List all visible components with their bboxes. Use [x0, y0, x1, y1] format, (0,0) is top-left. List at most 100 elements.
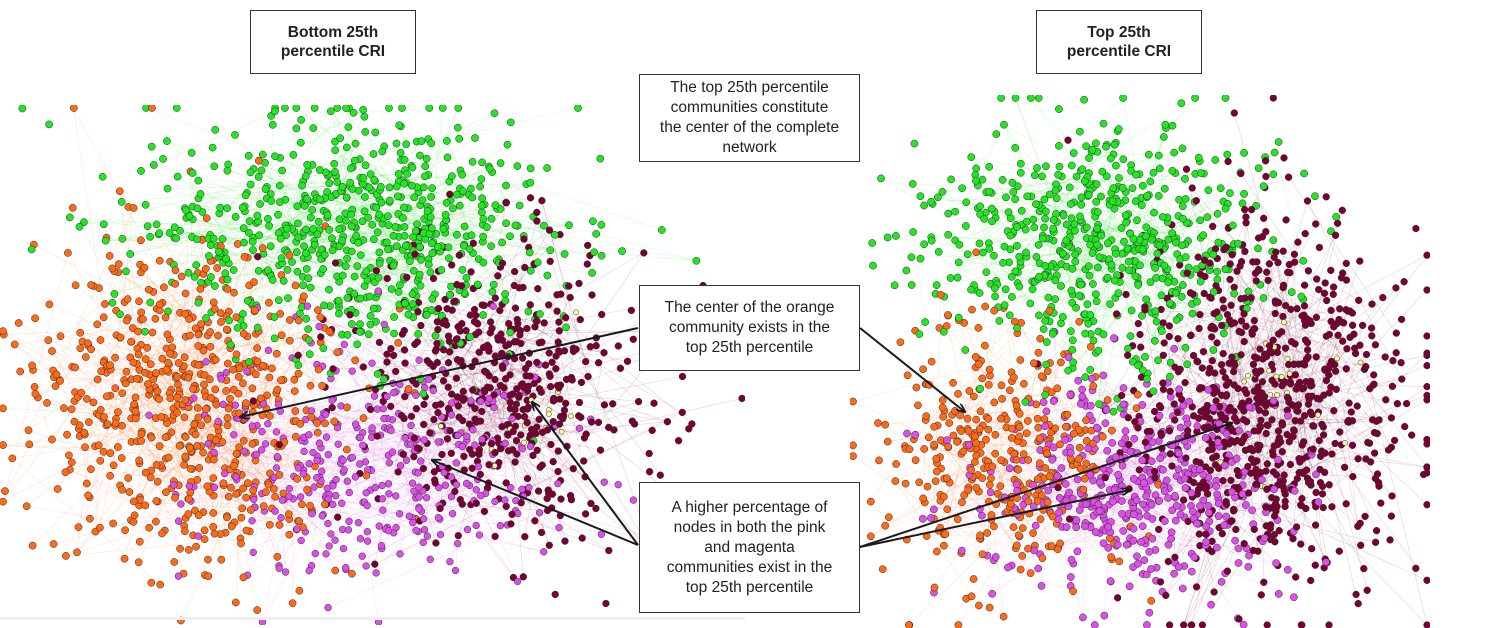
left-node [223, 275, 232, 284]
left-node [137, 308, 146, 317]
right-edge [1148, 195, 1168, 270]
right-edge [1183, 586, 1197, 626]
left-node [349, 108, 358, 117]
left-node [265, 520, 274, 529]
left-node [152, 497, 161, 505]
left-edge [136, 372, 146, 442]
right-edge [986, 176, 1088, 193]
left-node [129, 204, 138, 212]
right-node [1327, 306, 1335, 315]
right-node [1264, 421, 1272, 430]
left-node [453, 280, 461, 289]
left-node [161, 313, 170, 322]
left-edge [339, 255, 408, 264]
left-edge [347, 190, 359, 299]
left-node [77, 388, 86, 397]
left-node [562, 399, 570, 408]
left-edge [124, 379, 196, 435]
left-node [344, 526, 353, 534]
left-edge [28, 207, 134, 431]
left-edge [14, 317, 193, 345]
left-edge [296, 107, 415, 198]
left-node [156, 580, 165, 589]
left-node [25, 440, 34, 449]
left-edge [305, 229, 405, 280]
left-edge [210, 234, 342, 244]
left-node [663, 418, 672, 426]
left-node [447, 399, 456, 407]
left-node [194, 361, 203, 369]
left-node [361, 161, 370, 170]
right-node [985, 497, 993, 506]
right-node [933, 547, 941, 556]
left-node [629, 335, 637, 343]
left-node [629, 496, 638, 504]
left-node [467, 231, 476, 240]
right-edge [1289, 381, 1311, 451]
left-node [302, 314, 310, 323]
right-node [1287, 288, 1296, 297]
left-node [282, 224, 291, 233]
left-node [377, 541, 386, 550]
left-node [266, 242, 275, 251]
left-node [400, 155, 409, 164]
left-node [146, 473, 155, 482]
left-node [468, 193, 477, 202]
left-node [210, 305, 219, 313]
left-node [114, 260, 123, 268]
left-node [557, 495, 565, 503]
left-node [302, 249, 310, 257]
left-edge [135, 397, 162, 418]
left-node [389, 351, 398, 360]
left-node [106, 471, 114, 480]
left-node [575, 412, 583, 420]
left-node [261, 185, 270, 193]
left-node [153, 477, 162, 486]
left-node [158, 354, 167, 363]
left-node [250, 278, 258, 286]
left-node [445, 337, 453, 345]
left-node [526, 301, 534, 309]
left-node [399, 214, 407, 222]
left-node [600, 401, 609, 409]
left-node [562, 323, 570, 332]
right-node [934, 248, 943, 256]
left-node [459, 241, 468, 250]
left-node [171, 493, 179, 502]
left-node [193, 204, 202, 213]
left-node [416, 151, 424, 160]
right-edge [1209, 168, 1259, 271]
left-node [448, 390, 456, 398]
left-edge [173, 228, 293, 266]
left-node [325, 327, 334, 336]
left-node [310, 483, 318, 491]
left-node [97, 367, 105, 376]
left-node [348, 569, 356, 578]
left-node [214, 417, 222, 426]
right-edge [931, 240, 1082, 297]
left-node [217, 375, 225, 383]
left-node [186, 331, 194, 340]
right-edge [1162, 322, 1179, 413]
left-edge [250, 258, 449, 304]
left-node [471, 134, 479, 142]
left-edge [468, 194, 472, 236]
left-node [434, 304, 443, 313]
left-node [372, 267, 381, 275]
left-node [587, 499, 595, 508]
left-node [496, 521, 505, 530]
left-node [152, 369, 160, 377]
left-node [131, 407, 140, 416]
left-node [106, 361, 114, 369]
left-edge [104, 356, 213, 371]
left-node [523, 474, 532, 483]
right-node [1044, 486, 1053, 495]
left-node [209, 234, 218, 243]
left-node [391, 223, 400, 231]
left-node [510, 267, 519, 276]
left-node [419, 389, 428, 398]
left-node [301, 172, 310, 181]
left-edge [355, 476, 379, 623]
left-node [535, 415, 543, 424]
left-node [338, 236, 346, 245]
